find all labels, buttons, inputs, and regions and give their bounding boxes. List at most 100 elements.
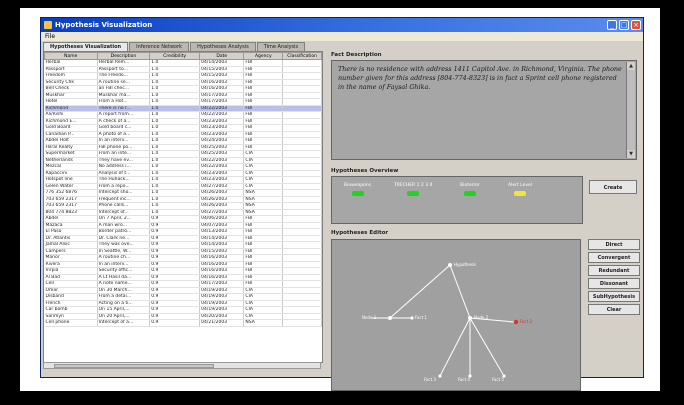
table-cell	[282, 137, 322, 145]
table-cell: 04/22/2003	[199, 105, 245, 112]
table-row[interactable]: 804 774 8823 Intercept of... 1.0 04/27/2003…	[44, 209, 322, 216]
table-cell: A check of a...	[97, 118, 151, 125]
table-row[interactable]: Herbal Herbal Rem... 1.0 04/14/2003 FBI	[44, 59, 322, 67]
graph-node[interactable]	[388, 316, 392, 320]
table-cell: 0.9	[149, 254, 201, 262]
table-horizontal-scrollbar[interactable]	[43, 362, 321, 369]
table-row[interactable]: Rapaccini Analysis of t... 1.0 04/23/2003 CI…	[44, 170, 322, 177]
table-row[interactable]: Freedom The Freedo... 1.0 04/15/2003 FBI	[44, 72, 322, 80]
table-row[interactable]: Passport Passport to... 1.0 04/15/2003 FBI	[44, 66, 322, 73]
table-row[interactable]: Bell Check an FBI chec... 1.0 04/16/2003 FBI	[44, 85, 322, 93]
table-row[interactable]: Richmond There is no r... 1.0 04/22/2003 FBI	[44, 105, 322, 112]
tab-inference-network[interactable]: Inference Network	[129, 42, 190, 51]
table-row[interactable]: Campers In Seattle, W... 0.9 04/15/2003 FBI	[44, 248, 322, 255]
table-row[interactable]: Mezcal No address i... 1.0 04/22/2003 CIA	[44, 163, 322, 171]
tab-hypotheses-visualization[interactable]: Hypotheses Visualization	[43, 42, 129, 51]
table-row[interactable]: Muskhar Muskhar ma... 1.0 04/17/2003 FBI	[44, 92, 322, 99]
table-row[interactable]: Jamal Alsic They was ove... 0.9 04/14/2003 F…	[44, 241, 322, 249]
scrollbar-thumb[interactable]	[54, 364, 214, 368]
table-cell	[282, 124, 322, 132]
table-row[interactable]: Omar On 30 March... 0.9 04/19/2003 CIA	[44, 287, 322, 294]
column-header-name[interactable]: Name	[44, 52, 98, 60]
table-row[interactable]: 776 352 6876 Intercept sho... 1.0 04/26/200…	[44, 189, 322, 197]
table-row[interactable]: Manor A routine ch... 0.9 04/16/2003 FBI	[44, 254, 322, 262]
table-row[interactable]: Canadian P... A photo of a... 1.0 04/23/200…	[44, 131, 322, 138]
menu-file[interactable]: File	[45, 33, 56, 40]
graph-node[interactable]	[468, 316, 472, 320]
table-row[interactable]: Mazaca A man wro... 0.9 04/07/2003 FBI	[44, 222, 322, 229]
graph-node[interactable]	[448, 263, 452, 267]
table-row[interactable]: Hotspot line The Huhack... 1.0 04/23/2003 CI…	[44, 176, 322, 184]
table-row[interactable]: French Acting on a ti... 0.9 04/19/2003 CIA	[44, 300, 322, 307]
column-header-description[interactable]: Description	[96, 52, 151, 60]
table-row[interactable]: Netherlands They have ev... 1.0 04/22/2003 C…	[44, 157, 322, 164]
table-row[interactable]: Gold Board Gold board c... 1.0 04/23/2003 FB…	[44, 124, 322, 132]
hypotheses-editor-canvas[interactable]: Hypothesis Node 1 Fact 1 Node 2 Fact 2 F…	[331, 239, 581, 391]
subhypothesis-button[interactable]: SubHypothesis	[588, 291, 640, 302]
close-button[interactable]: ×	[631, 20, 641, 30]
table-row[interactable]: Hotel From a Hot... 1.0 04/17/2003 FBI	[44, 98, 322, 106]
table-row[interactable]: Cell A note name... 0.9 04/17/2003 FBI	[44, 280, 322, 288]
scroll-up-arrow-icon[interactable]: ▲	[627, 62, 635, 70]
table-row[interactable]: Virpia Security offic... 0.9 04/16/2003 FBI	[44, 267, 322, 275]
graph-node[interactable]	[410, 316, 414, 320]
table-row[interactable]: Car bomb On 15 April,... 0.9 04/19/2003 CIA	[44, 306, 322, 314]
table-row[interactable]: Richmond E... A check of a... 1.0 04/23/200…	[44, 118, 322, 125]
hypothesis-status-indicator	[463, 191, 476, 196]
title-bar: Hypothesis Visualization _ □ ×	[41, 18, 643, 32]
tab-hypotheses-analysis[interactable]: Hypotheses Analysis	[190, 42, 256, 51]
table-row[interactable]: Al Bad A Lt Hasil da... 0.9 04/16/2003 FBI	[44, 274, 322, 281]
graph-node[interactable]	[468, 374, 472, 378]
table-row[interactable]: Dr. Atlantis Dr. Clark ne... 0.9 04/14/2003…	[44, 235, 322, 242]
table-cell: CIA	[243, 287, 284, 294]
table-cell: CIA	[243, 176, 284, 184]
table-row[interactable]: Sanmyn On 20 April,... 0.9 04/20/2003 CIA	[44, 313, 322, 320]
table-cell: 04/16/2003	[199, 254, 245, 262]
hypothesis-item[interactable]: Alert Level	[508, 183, 532, 196]
minimize-button[interactable]: _	[607, 20, 617, 30]
table-cell	[282, 222, 322, 229]
table-cell: Netherlands	[44, 157, 98, 164]
clear-button[interactable]: Clear	[588, 304, 640, 315]
redundant-button[interactable]: Redundant	[588, 265, 640, 276]
table-cell: 04/17/2003	[199, 280, 245, 288]
create-button[interactable]: Create	[589, 180, 637, 194]
hypothesis-item[interactable]: TRECHER 1 2 3 4	[394, 183, 432, 196]
fact-vertical-scrollbar[interactable]: ▲ ▼	[626, 62, 635, 158]
table-cell: Security Chk	[44, 79, 98, 86]
direct-button[interactable]: Direct	[588, 239, 640, 250]
column-header-agency[interactable]: Agency	[243, 52, 284, 60]
convergent-button[interactable]: Convergent	[588, 252, 640, 263]
table-row[interactable]: Gelen Water From a repo... 1.0 04/27/2003 CI…	[44, 183, 322, 190]
table-row[interactable]: 703 659 2317 Phone calls... 1.0 04/26/2003 N…	[44, 202, 322, 210]
column-header-classification[interactable]: Classification	[282, 52, 322, 60]
hypothesis-item[interactable]: Bioterror	[460, 183, 480, 196]
table-row[interactable]: Supermarket From an inte... 1.0 04/25/2003 C…	[44, 150, 322, 158]
hypothesis-item[interactable]: Bioweapons	[344, 183, 371, 196]
tab-time-analysis[interactable]: Time Analysis	[256, 42, 306, 51]
table-row[interactable]: Disband From a detai... 0.9 04/19/2003 CIA	[44, 293, 322, 301]
column-header-credibility[interactable]: Credibility	[149, 52, 201, 60]
table-cell: 1.0	[149, 118, 201, 125]
column-header-date[interactable]: Date	[199, 52, 245, 60]
table-row[interactable]: Abdel Holt In an interv... 1.0 04/24/2003 FB…	[44, 137, 322, 145]
table-cell: CIA	[243, 157, 284, 164]
table-row[interactable]: Abdel On 7 April, 2... 0.9 04/06/2003 FBI	[44, 215, 322, 223]
table-row[interactable]: El Paso Border patro... 0.9 04/13/2003 FBI	[44, 228, 322, 236]
table-cell: Mazaca	[44, 222, 98, 229]
table-row[interactable]: Hilral Realty FBI phone po... 1.0 04/25/200…	[44, 144, 322, 151]
table-row[interactable]: Ali/Rishi A report from... 1.0 04/22/2003 FB…	[44, 111, 322, 119]
dissonant-button[interactable]: Dissonant	[588, 278, 640, 289]
table-row[interactable]: Security Chk A routine se... 1.0 04/16/2003…	[44, 79, 322, 86]
scroll-down-arrow-icon[interactable]: ▼	[627, 150, 635, 158]
table-row[interactable]: Cell phone Intercept of a... 0.9 04/21/2003…	[44, 319, 322, 327]
table-row[interactable]: Rivera In an interv... 0.9 04/16/2003 FBI	[44, 261, 322, 268]
graph-node[interactable]	[513, 319, 519, 325]
graph-node[interactable]	[438, 374, 442, 378]
maximize-button[interactable]: □	[619, 20, 629, 30]
table-cell: 04/24/2003	[199, 137, 245, 145]
table-cell: 04/16/2003	[199, 274, 245, 281]
table-row[interactable]: 703 659 2317 Frequent inc... 1.0 04/26/2003…	[44, 196, 322, 203]
graph-node[interactable]	[502, 374, 506, 378]
table-cell: 0.9	[149, 319, 201, 327]
